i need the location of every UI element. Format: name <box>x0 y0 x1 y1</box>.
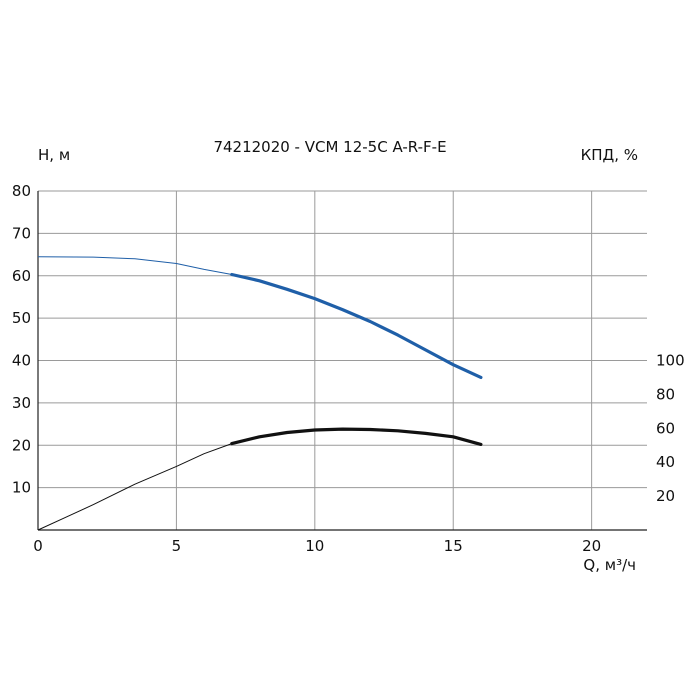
y-tick-label: 20 <box>12 436 31 454</box>
efficiency-curve-thin <box>37 443 232 531</box>
efficiency-curve-bold <box>230 427 483 446</box>
x-tick-label: 10 <box>305 537 324 555</box>
curves <box>37 256 483 531</box>
y-axis-label-right: КПД, % <box>581 146 638 164</box>
y-axis-label-left: Н, м <box>38 146 70 164</box>
grid <box>37 190 647 531</box>
x-tick-label: 5 <box>172 537 182 555</box>
y-tick-label: 70 <box>12 224 31 242</box>
y-tick-label: 10 <box>12 479 31 497</box>
x-tick-label: 0 <box>33 537 43 555</box>
y-tick-label: 60 <box>12 267 31 285</box>
head-curve-thin <box>37 256 232 275</box>
y-tick-label: 30 <box>12 394 31 412</box>
x-axis-label: Q, м³/ч <box>583 556 636 574</box>
x-tick-label: 20 <box>582 537 601 555</box>
y2-tick-label: 60 <box>656 419 675 437</box>
y-tick-label: 50 <box>12 309 31 327</box>
head-curve-bold <box>230 272 483 379</box>
x-tick-label: 15 <box>444 537 463 555</box>
chart-title: 74212020 - VCM 12-5C A-R-F-E <box>213 138 446 156</box>
y2-tick-label: 40 <box>656 453 675 471</box>
y2-tick-label: 100 <box>656 352 685 370</box>
y2-tick-label: 80 <box>656 385 675 403</box>
y2-tick-label: 20 <box>656 487 675 505</box>
y-tick-label: 40 <box>12 352 31 370</box>
y-tick-label: 80 <box>12 182 31 200</box>
tick-labels: 0 5 10 15 20 10 20 30 40 50 60 70 80 20 40 60 80 100 <box>12 182 685 555</box>
